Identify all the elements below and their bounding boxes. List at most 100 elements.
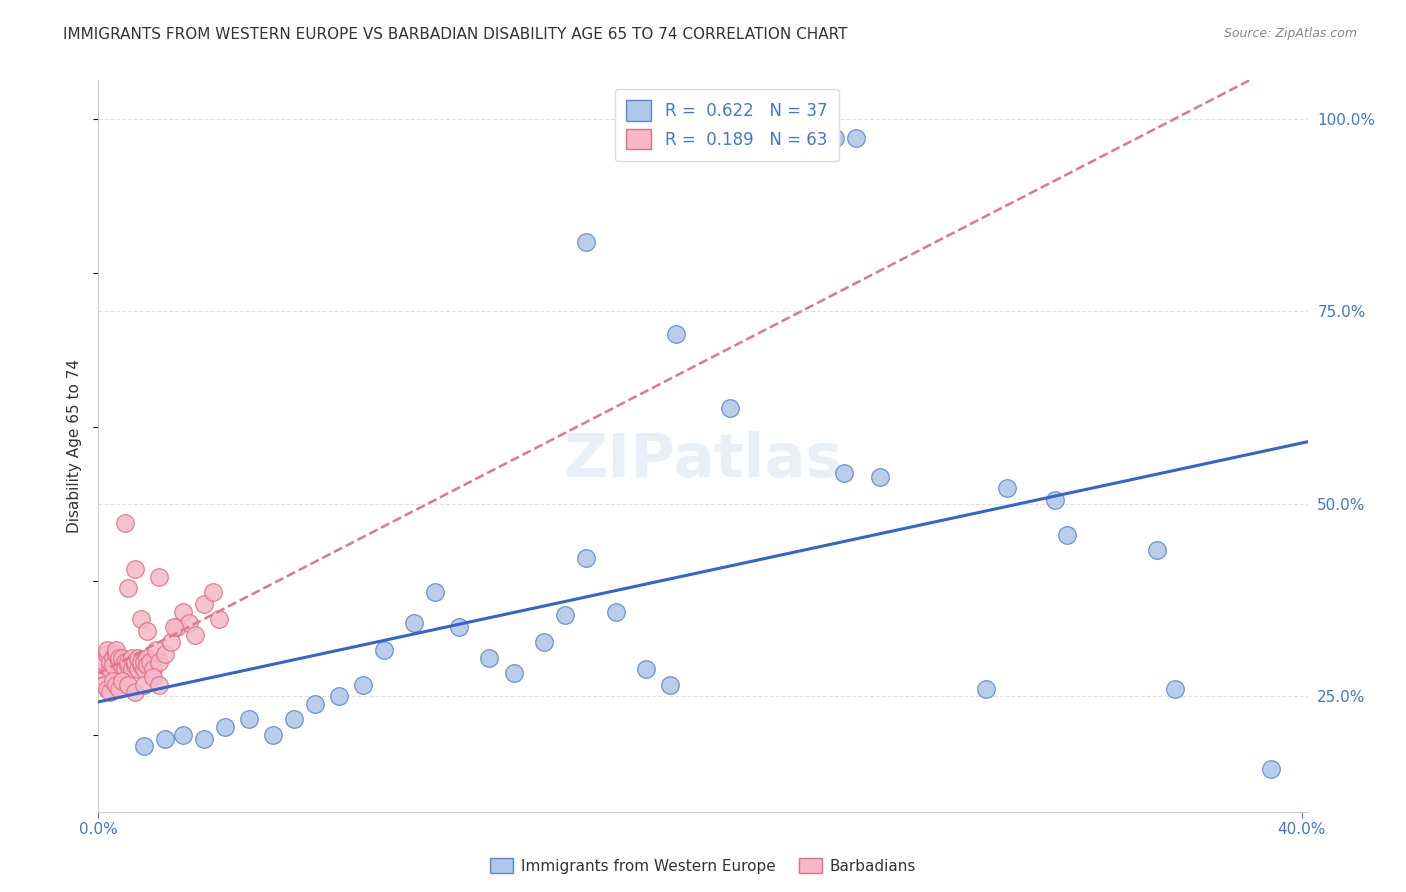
Point [103, 673, 125, 688]
Point [100, 655, 122, 669]
Point [845, 131, 868, 145]
Point [135, 650, 157, 665]
Point [132, 678, 155, 692]
Point [183, 627, 205, 641]
Point [132, 739, 155, 754]
Point [96, 643, 118, 657]
Point [404, 616, 426, 631]
Point [208, 612, 231, 626]
Point [103, 650, 125, 665]
Point [121, 650, 143, 665]
Point [105, 678, 128, 692]
Point [117, 582, 139, 596]
Point [93, 658, 115, 673]
Point [533, 635, 555, 649]
Point [995, 481, 1018, 495]
Point [114, 516, 136, 530]
Point [129, 658, 152, 673]
Point [502, 666, 524, 681]
Point [974, 681, 997, 696]
Point [148, 570, 170, 584]
Point [111, 658, 134, 673]
Point [132, 655, 155, 669]
Point [117, 655, 139, 669]
Text: Source: ZipAtlas.com: Source: ZipAtlas.com [1223, 27, 1357, 40]
Point [824, 131, 846, 145]
Point [117, 658, 139, 673]
Point [132, 662, 155, 676]
Point [114, 662, 136, 676]
Point [172, 605, 194, 619]
Point [665, 327, 688, 342]
Point [138, 655, 160, 669]
Point [1043, 492, 1066, 507]
Point [124, 655, 146, 669]
Point [111, 650, 134, 665]
Point [93, 678, 115, 692]
Point [718, 401, 741, 415]
Point [328, 690, 350, 704]
Point [129, 655, 152, 669]
Point [1146, 543, 1168, 558]
Point [658, 678, 681, 692]
Point [124, 685, 146, 699]
Point [135, 624, 157, 638]
Legend: R =  0.622   N = 37, R =  0.189   N = 63: R = 0.622 N = 37, R = 0.189 N = 63 [614, 88, 839, 161]
Point [262, 728, 284, 742]
Point [425, 585, 447, 599]
Point [634, 662, 657, 676]
Point [124, 658, 146, 673]
Point [478, 650, 501, 665]
Point [145, 643, 167, 657]
Point [575, 235, 598, 249]
Point [127, 650, 149, 665]
Point [869, 470, 891, 484]
Point [103, 658, 125, 673]
Point [554, 608, 576, 623]
Point [124, 562, 146, 576]
Point [159, 635, 181, 649]
Y-axis label: Disability Age 65 to 74: Disability Age 65 to 74 [67, 359, 83, 533]
Point [1164, 681, 1187, 696]
Legend: Immigrants from Western Europe, Barbadians: Immigrants from Western Europe, Barbadia… [484, 852, 922, 880]
Point [162, 620, 184, 634]
Point [449, 620, 471, 634]
Point [834, 466, 856, 480]
Point [201, 585, 224, 599]
Point [605, 605, 627, 619]
Point [153, 731, 176, 746]
Point [100, 662, 122, 676]
Point [153, 647, 176, 661]
Point [373, 643, 395, 657]
Point [108, 655, 131, 669]
Point [108, 681, 131, 696]
Point [193, 731, 215, 746]
Point [108, 650, 131, 665]
Point [114, 655, 136, 669]
Point [129, 612, 152, 626]
Point [238, 712, 260, 726]
Point [148, 678, 170, 692]
Point [135, 658, 157, 673]
Text: ZIPatlas: ZIPatlas [564, 431, 842, 490]
Point [304, 697, 326, 711]
Point [172, 728, 194, 742]
Point [127, 662, 149, 676]
Point [93, 655, 115, 669]
Point [90, 662, 112, 676]
Point [105, 647, 128, 661]
Point [96, 647, 118, 661]
Point [193, 597, 215, 611]
Point [142, 670, 165, 684]
Point [117, 678, 139, 692]
Point [283, 712, 305, 726]
Point [121, 662, 143, 676]
Point [214, 720, 236, 734]
Point [148, 655, 170, 669]
Point [575, 550, 598, 565]
Point [166, 620, 188, 634]
Point [1260, 763, 1282, 777]
Point [111, 673, 134, 688]
Point [177, 616, 200, 631]
Text: IMMIGRANTS FROM WESTERN EUROPE VS BARBADIAN DISABILITY AGE 65 TO 74 CORRELATION : IMMIGRANTS FROM WESTERN EUROPE VS BARBAD… [63, 27, 848, 42]
